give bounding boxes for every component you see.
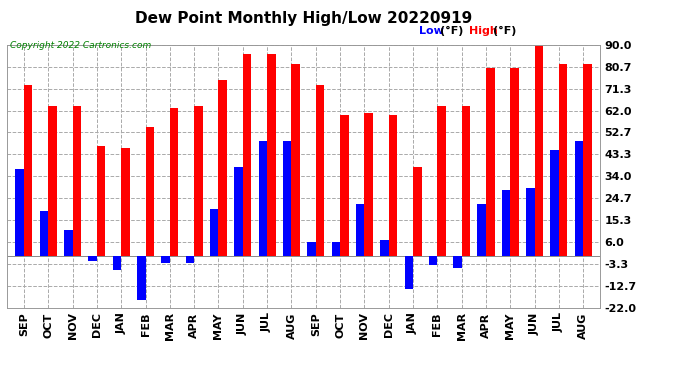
Bar — [477, 204, 486, 256]
Bar — [161, 256, 170, 263]
Bar — [146, 127, 154, 256]
Bar — [186, 256, 194, 263]
Bar — [112, 256, 121, 270]
Text: Low: Low — [419, 26, 444, 36]
Bar — [526, 188, 535, 256]
Bar — [340, 116, 348, 256]
Bar — [380, 240, 388, 256]
Bar — [243, 54, 251, 256]
Bar — [332, 242, 340, 256]
Bar — [40, 211, 48, 256]
Bar — [462, 106, 470, 256]
Bar — [551, 150, 559, 256]
Bar — [24, 85, 32, 256]
Bar — [219, 80, 227, 256]
Bar — [502, 190, 511, 256]
Bar — [235, 167, 243, 256]
Bar — [364, 113, 373, 256]
Bar — [194, 106, 203, 256]
Bar — [583, 64, 592, 256]
Bar — [511, 68, 519, 256]
Bar — [429, 256, 437, 266]
Bar — [72, 106, 81, 256]
Text: Copyright 2022 Cartronics.com: Copyright 2022 Cartronics.com — [10, 41, 152, 50]
Bar — [291, 64, 300, 256]
Bar — [575, 141, 583, 256]
Bar — [486, 68, 495, 256]
Bar — [88, 256, 97, 261]
Bar — [64, 230, 72, 256]
Bar — [388, 116, 397, 256]
Bar — [356, 204, 364, 256]
Bar — [559, 64, 567, 256]
Bar — [48, 106, 57, 256]
Bar — [404, 256, 413, 289]
Bar — [307, 242, 316, 256]
Bar — [137, 256, 146, 300]
Bar — [210, 209, 219, 256]
Bar — [316, 85, 324, 256]
Bar — [97, 146, 106, 256]
Bar — [453, 256, 462, 268]
Text: (°F): (°F) — [493, 26, 517, 36]
Bar — [413, 167, 422, 256]
Bar — [15, 169, 24, 256]
Bar — [535, 45, 543, 256]
Bar — [437, 106, 446, 256]
Bar — [267, 54, 275, 256]
Bar — [259, 141, 267, 256]
Bar — [170, 108, 178, 256]
Text: (°F): (°F) — [440, 26, 463, 36]
Text: High: High — [469, 26, 498, 36]
Text: Dew Point Monthly High/Low 20220919: Dew Point Monthly High/Low 20220919 — [135, 11, 472, 26]
Bar — [121, 148, 130, 256]
Bar — [283, 141, 291, 256]
